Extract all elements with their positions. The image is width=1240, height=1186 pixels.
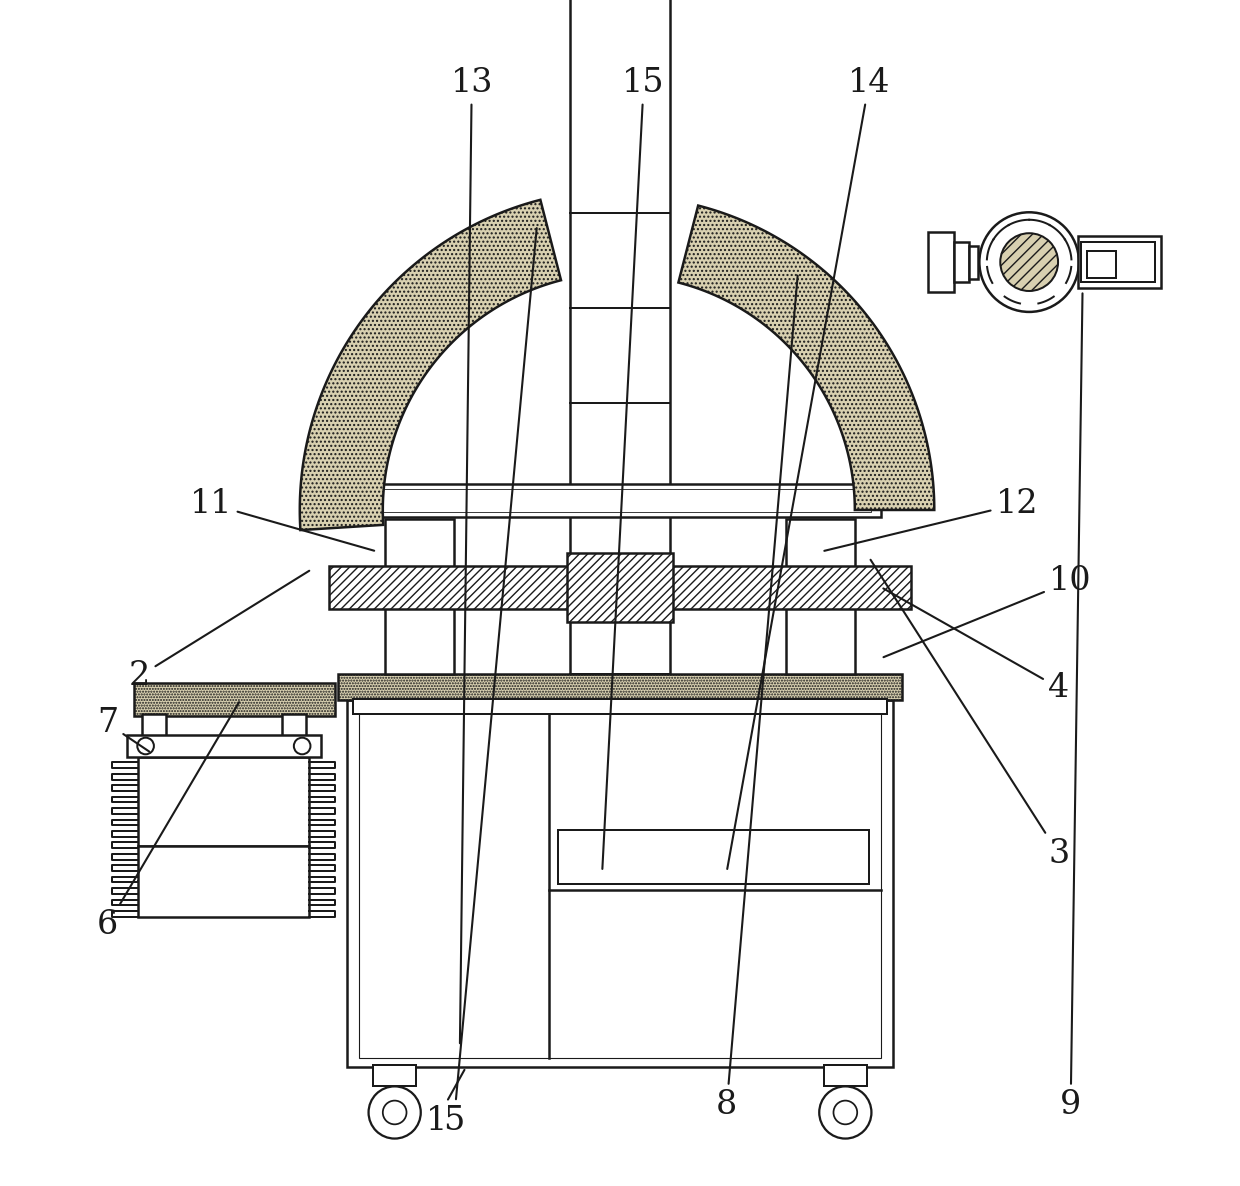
Bar: [360, 709, 880, 1058]
Bar: [955, 242, 968, 282]
Text: 5: 5: [443, 228, 537, 1136]
Bar: [368, 489, 872, 512]
Bar: [281, 714, 306, 738]
Bar: [1081, 242, 1154, 282]
Bar: [558, 830, 869, 884]
Bar: [360, 484, 880, 517]
Bar: [1087, 251, 1116, 278]
Bar: [567, 553, 673, 621]
Text: 11: 11: [190, 489, 374, 550]
Bar: [143, 714, 166, 738]
Bar: [353, 699, 887, 714]
Text: 8: 8: [717, 275, 797, 1121]
Bar: [134, 683, 335, 716]
Circle shape: [833, 1101, 857, 1124]
Polygon shape: [678, 205, 934, 510]
Bar: [126, 735, 321, 757]
Bar: [139, 757, 309, 846]
Text: 2: 2: [129, 570, 309, 691]
Bar: [330, 566, 910, 608]
Text: 1: 1: [425, 1070, 465, 1136]
Text: 13: 13: [450, 68, 494, 1044]
Text: 4: 4: [883, 588, 1069, 703]
Text: 15: 15: [603, 68, 665, 869]
Text: 9: 9: [1060, 293, 1083, 1121]
Bar: [825, 1065, 867, 1086]
Circle shape: [368, 1086, 420, 1139]
Bar: [968, 246, 978, 279]
Bar: [139, 846, 309, 917]
Bar: [386, 519, 454, 674]
Circle shape: [138, 738, 154, 754]
Bar: [786, 519, 854, 674]
Polygon shape: [300, 199, 560, 530]
Text: 3: 3: [870, 560, 1069, 869]
Bar: [570, 0, 670, 700]
Bar: [337, 674, 903, 700]
Bar: [373, 1065, 415, 1086]
Circle shape: [980, 212, 1079, 312]
Text: 7: 7: [97, 708, 149, 752]
Text: 14: 14: [727, 68, 890, 869]
Circle shape: [383, 1101, 407, 1124]
Text: 10: 10: [883, 566, 1092, 657]
Bar: [347, 700, 893, 1067]
Circle shape: [1001, 234, 1058, 291]
Text: 6: 6: [97, 702, 239, 940]
Bar: [929, 232, 955, 292]
Bar: [1078, 236, 1161, 288]
Circle shape: [294, 738, 310, 754]
Text: 12: 12: [825, 489, 1039, 550]
Circle shape: [820, 1086, 872, 1139]
